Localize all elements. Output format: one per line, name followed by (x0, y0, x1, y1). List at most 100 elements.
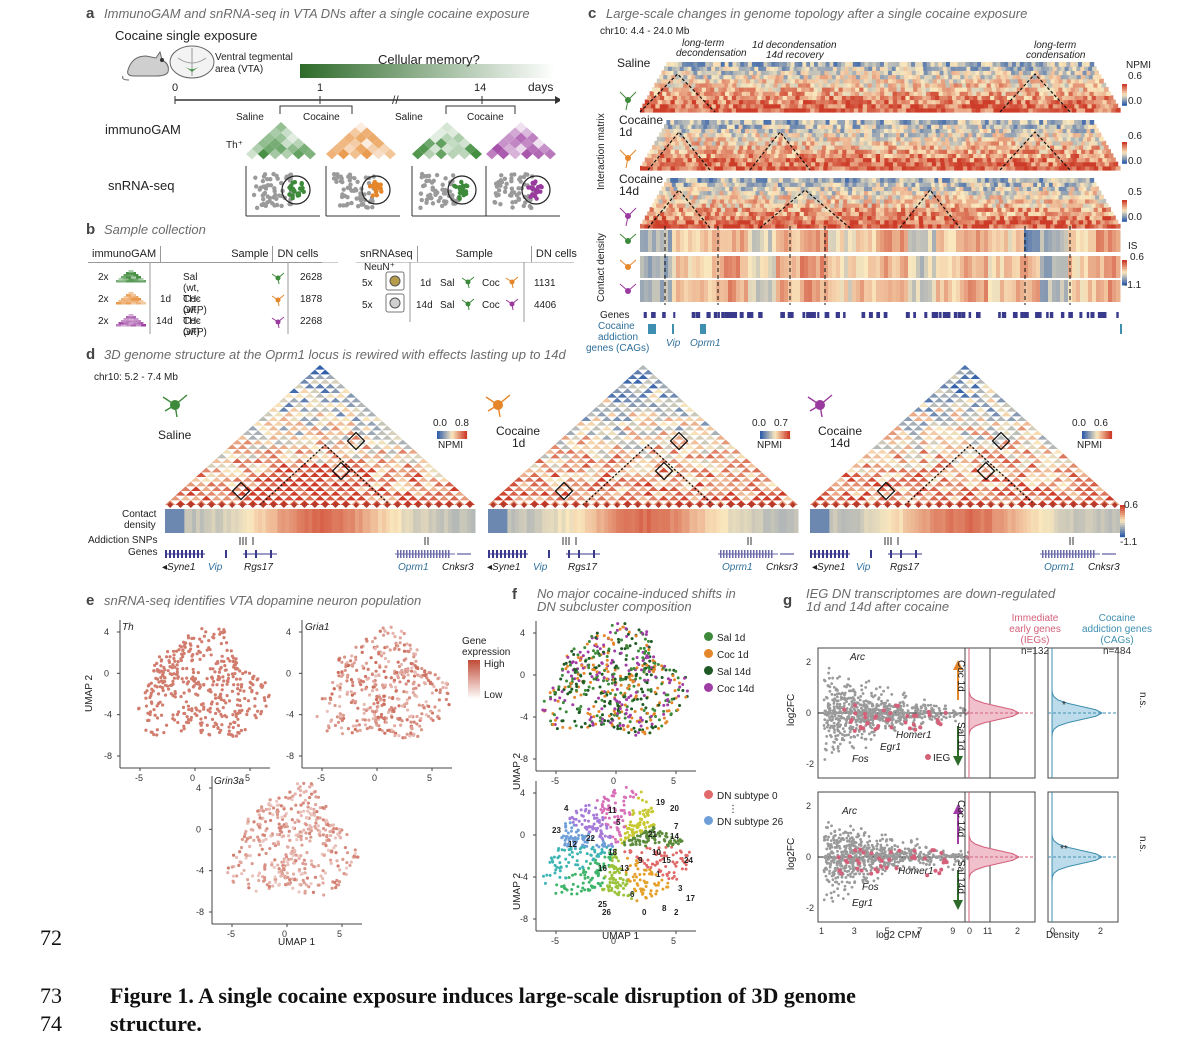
matrix-cell (718, 203, 724, 208)
matrix-cell (888, 145, 894, 150)
matrix-cell (698, 103, 704, 109)
matrix-cell (1085, 207, 1091, 212)
matrix-cell (997, 223, 1003, 229)
matrix-cell (936, 103, 942, 109)
matrix-cell (946, 182, 952, 187)
matrix-cell (911, 66, 916, 71)
matrix-cell (867, 132, 873, 138)
matrix-cell (727, 165, 733, 171)
density-cell (796, 230, 801, 252)
matrix-cell (801, 124, 806, 129)
matrix-cell (1020, 190, 1026, 196)
matrix-cell (1084, 124, 1089, 129)
matrix-cell (1027, 178, 1033, 183)
cell-dot (344, 203, 349, 208)
matrix-cell (805, 66, 810, 71)
matrix-cell (1015, 70, 1020, 76)
matrix-cell (872, 178, 877, 183)
matrix-cell (905, 161, 911, 167)
matrix-cell (1026, 207, 1032, 212)
matrix-cell (1049, 211, 1055, 217)
matrix-cell (1016, 74, 1022, 80)
matrix-cell (1044, 140, 1049, 146)
matrix-cell (940, 132, 945, 138)
matrix-cell (830, 145, 835, 150)
matrix-cell (1046, 128, 1052, 134)
matrix-cell (1033, 66, 1038, 71)
matrix-cell (521, 138, 533, 149)
matrix-cell (956, 190, 961, 196)
matrix-cell (685, 136, 690, 142)
matrix-cell (892, 194, 897, 200)
matrix-cell (703, 132, 708, 138)
panel-a-title: ImmunoGAM and snRNA-seq in VTA DNs after… (104, 6, 530, 21)
matrix-cell (726, 215, 731, 221)
matrix-cell (655, 103, 661, 109)
matrix-cell (697, 178, 702, 183)
matrix-cell (721, 99, 727, 105)
matrix-cell (963, 149, 969, 154)
matrix-cell (1106, 149, 1111, 154)
matrix-cell (777, 198, 783, 204)
matrix-cell (852, 178, 858, 183)
matrix-cell (714, 211, 720, 217)
matrix-cell (1096, 161, 1101, 167)
matrix-cell (876, 182, 881, 187)
density-cell (724, 256, 729, 278)
matrix-cell (913, 153, 919, 159)
matrix-cell (866, 165, 872, 171)
density-cell (676, 230, 681, 252)
th-cell-dot (534, 190, 540, 195)
matrix-cell (1108, 219, 1114, 225)
matrix-cell (858, 165, 864, 171)
matrix-cell (799, 95, 805, 101)
matrix-cell (968, 190, 973, 196)
matrix-cell (936, 107, 942, 113)
matrix-cell (664, 145, 670, 150)
matrix-cell (731, 165, 737, 171)
matrix-cell (903, 186, 909, 192)
matrix-cell (1011, 153, 1017, 159)
matrix-cell (1059, 99, 1065, 105)
matrix-cell (1028, 132, 1034, 138)
matrix-cell (1016, 87, 1022, 92)
matrix-cell (1046, 99, 1052, 105)
matrix-cell (968, 153, 974, 159)
matrix-cell (923, 124, 928, 129)
matrix-cell (819, 132, 825, 138)
density-cell (652, 256, 657, 278)
matrix-cell (1056, 66, 1062, 71)
density-cell (888, 256, 893, 278)
matrix-cell (1029, 99, 1035, 105)
matrix-cell (954, 66, 960, 71)
matrix-cell (960, 132, 965, 138)
density-cell (764, 230, 769, 252)
matrix-cell (927, 70, 933, 76)
matrix-cell (956, 74, 961, 80)
matrix-cell (275, 122, 287, 133)
matrix-cell (937, 140, 943, 146)
matrix-cell (797, 107, 803, 113)
th-cell-dot (463, 191, 469, 197)
matrix-cell (1041, 145, 1047, 150)
matrix-cell (1058, 120, 1064, 125)
matrix-cell (977, 211, 983, 217)
matrix-cell (944, 136, 950, 142)
matrix-cell (755, 62, 761, 67)
matrix-cell (978, 124, 983, 129)
matrix-cell (928, 107, 933, 113)
matrix-cell (899, 62, 904, 67)
matrix-cell (966, 140, 971, 146)
matrix-cell (1070, 186, 1076, 192)
matrix-cell (789, 161, 795, 167)
matrix-cell (940, 74, 945, 80)
matrix-cell (1046, 120, 1052, 125)
matrix-cell (1050, 178, 1056, 183)
matrix-cell (921, 82, 926, 88)
matrix-cell (710, 145, 715, 150)
matrix-cell (1060, 66, 1066, 71)
matrix-cell (988, 74, 994, 80)
matrix-cell (965, 78, 970, 84)
matrix-cell (884, 74, 889, 80)
matrix-cell (806, 194, 812, 200)
